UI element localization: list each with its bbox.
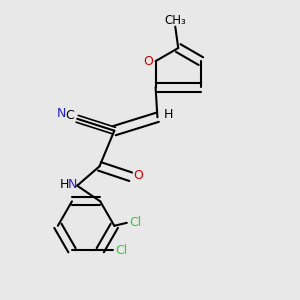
Text: Cl: Cl [116,244,128,257]
Text: H: H [60,178,69,191]
Text: O: O [133,169,143,182]
Text: C: C [65,109,74,122]
Text: CH₃: CH₃ [164,14,186,27]
Text: N: N [68,178,77,191]
Text: H: H [164,108,173,121]
Text: O: O [143,55,153,68]
Text: Cl: Cl [130,216,142,229]
Text: N: N [57,107,66,120]
